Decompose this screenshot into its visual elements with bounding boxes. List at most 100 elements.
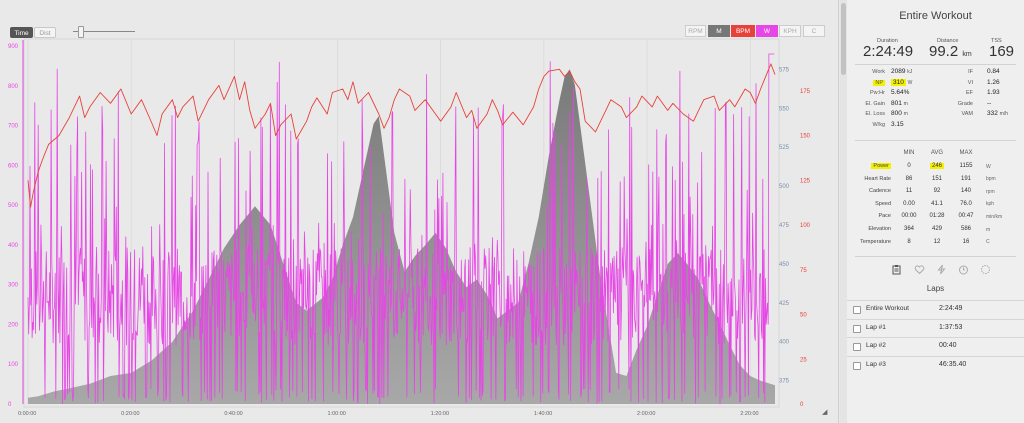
zoom-slider-thumb[interactable] bbox=[78, 26, 84, 38]
metric-label: El. Loss bbox=[865, 111, 885, 118]
stats-avg-value: 246 bbox=[925, 163, 949, 169]
circle-icon[interactable] bbox=[980, 264, 991, 275]
metric-value: 1.26 bbox=[987, 79, 1000, 86]
time-axis-tick: 0:40:00 bbox=[224, 411, 242, 417]
lightning-icon[interactable] bbox=[936, 264, 947, 275]
stats-avg-value: 12 bbox=[933, 238, 941, 245]
stats-header-max: MAX bbox=[959, 150, 973, 156]
power-axis-tick: 800 bbox=[8, 84, 19, 90]
stats-header-min: MIN bbox=[903, 150, 915, 156]
heart-icon[interactable] bbox=[914, 264, 925, 275]
separator bbox=[855, 64, 1016, 65]
metric-unit: W bbox=[907, 79, 913, 86]
scrollbar-thumb[interactable] bbox=[841, 3, 846, 75]
resize-grip-icon[interactable]: ◢ bbox=[822, 409, 828, 416]
lap-time: 46:35.40 bbox=[939, 360, 967, 368]
stats-max-value: 191 bbox=[960, 175, 971, 182]
channel-kph-button[interactable]: KPH bbox=[779, 25, 801, 37]
metric-value-number: 310 bbox=[891, 78, 906, 86]
elevation-axis-tick: 525 bbox=[779, 145, 790, 151]
metric-label: VI bbox=[967, 79, 973, 86]
stats-min-value: 86 bbox=[905, 175, 913, 182]
power-axis-tick: 200 bbox=[8, 322, 19, 328]
metric-value: 2089 kJ bbox=[891, 68, 912, 75]
stats-max-value: 1155 bbox=[959, 163, 973, 169]
metric-value-number: 5.64% bbox=[891, 89, 910, 97]
scrollbar[interactable] bbox=[840, 0, 847, 423]
zoom-slider-track[interactable] bbox=[73, 31, 135, 32]
metric-value-number: 0.84 bbox=[987, 68, 1000, 75]
elevation-axis-tick: 575 bbox=[779, 67, 790, 73]
lap-checkbox[interactable] bbox=[853, 361, 861, 370]
metric-label: IF bbox=[968, 69, 973, 75]
elevation-axis-tick: 450 bbox=[779, 262, 790, 268]
channel-rpm-button[interactable]: RPM bbox=[685, 25, 706, 37]
metric-value: 800 m bbox=[891, 110, 908, 117]
lap-name: Lap #2 bbox=[866, 342, 886, 349]
power-axis-tick: 500 bbox=[8, 203, 19, 209]
time-axis-tick: 1:40:00 bbox=[534, 411, 552, 417]
metric-label: NP bbox=[855, 79, 885, 86]
lap-row[interactable]: Lap #1 1:37:53 bbox=[847, 318, 1024, 337]
stats-row-label: Cadence bbox=[868, 188, 891, 195]
heart-rate-axis-tick: 0 bbox=[800, 402, 804, 408]
workout-chart[interactable]: 0100200300400500600700800900375400425450… bbox=[0, 0, 838, 423]
stats-min-value: 11 bbox=[905, 188, 913, 195]
stats-row-label: Temperature bbox=[860, 238, 891, 245]
lap-checkbox[interactable] bbox=[853, 324, 861, 333]
time-axis-tick: 0:20:00 bbox=[121, 411, 139, 417]
stats-unit: min/km bbox=[986, 213, 1003, 220]
stats-row-label: Elevation bbox=[868, 226, 891, 232]
power-axis-tick: 100 bbox=[8, 362, 19, 368]
panel-divider bbox=[838, 0, 839, 423]
time-axis-tick: 1:20:00 bbox=[431, 411, 449, 417]
distance-mode-toggle[interactable]: Dist bbox=[34, 27, 56, 38]
channel-c-button[interactable]: C bbox=[803, 25, 825, 37]
stats-max-value: 76.0 bbox=[960, 200, 972, 207]
metric-value: 1.93 bbox=[987, 89, 1000, 96]
lap-row[interactable]: Entire Workout 2:24:49 bbox=[847, 300, 1024, 318]
tss-value: 169 bbox=[989, 43, 1015, 60]
heart-rate-axis-tick: 175 bbox=[800, 89, 811, 95]
metric-label: El. Gain bbox=[865, 100, 885, 107]
power-axis-tick: 300 bbox=[8, 283, 19, 289]
lap-row[interactable]: Lap #3 46:35.40 bbox=[847, 355, 1024, 374]
lap-name: Lap #3 bbox=[866, 360, 886, 368]
stats-min-value: 0 bbox=[907, 163, 911, 169]
channel-bpm-button[interactable]: BPM bbox=[731, 25, 755, 37]
metric-label: VAM bbox=[961, 111, 973, 118]
clipboard-icon[interactable] bbox=[891, 264, 902, 275]
heart-rate-axis-tick: 100 bbox=[800, 223, 811, 229]
stats-unit: W bbox=[986, 163, 991, 170]
metric-value-number: -- bbox=[987, 99, 992, 107]
metric-unit: m/h bbox=[999, 111, 1009, 118]
heart-rate-axis-tick: 50 bbox=[800, 313, 807, 319]
channel-w-button[interactable]: W bbox=[756, 25, 778, 37]
elevation-axis-tick: 475 bbox=[779, 223, 790, 229]
stats-min-value: 8 bbox=[907, 238, 911, 245]
metric-label: Work bbox=[872, 69, 885, 75]
lap-row[interactable]: Lap #2 00:40 bbox=[847, 337, 1024, 355]
stats-unit: kph bbox=[986, 201, 995, 208]
elevation-axis-tick: 425 bbox=[779, 301, 790, 307]
metric-value: 332 m/h bbox=[987, 110, 1008, 117]
stats-max-value: 586 bbox=[960, 226, 971, 232]
lap-checkbox[interactable] bbox=[853, 306, 861, 314]
heart-rate-axis-tick: 25 bbox=[800, 357, 807, 363]
power-axis-tick: 900 bbox=[8, 44, 19, 50]
stats-avg-highlight: 246 bbox=[929, 163, 944, 169]
stats-avg-value: 151 bbox=[931, 175, 942, 182]
metric-value-number: 3.15 bbox=[891, 121, 904, 128]
stats-min-value: 0.00 bbox=[903, 200, 915, 207]
channel-m-button[interactable]: M bbox=[708, 25, 730, 37]
lap-checkbox[interactable] bbox=[853, 343, 861, 351]
time-axis-tick: 1:00:00 bbox=[328, 411, 346, 417]
lap-time: 2:24:49 bbox=[939, 305, 963, 312]
laps-title: Laps bbox=[926, 284, 945, 293]
metric-value: 310 W bbox=[891, 78, 913, 86]
heart-rate-axis-tick: 75 bbox=[800, 268, 807, 274]
stats-max-value: 16 bbox=[962, 238, 970, 245]
metric-value-number: 332 bbox=[987, 110, 998, 118]
stopwatch-icon[interactable] bbox=[958, 264, 969, 275]
time-mode-toggle[interactable]: Time bbox=[10, 27, 33, 38]
